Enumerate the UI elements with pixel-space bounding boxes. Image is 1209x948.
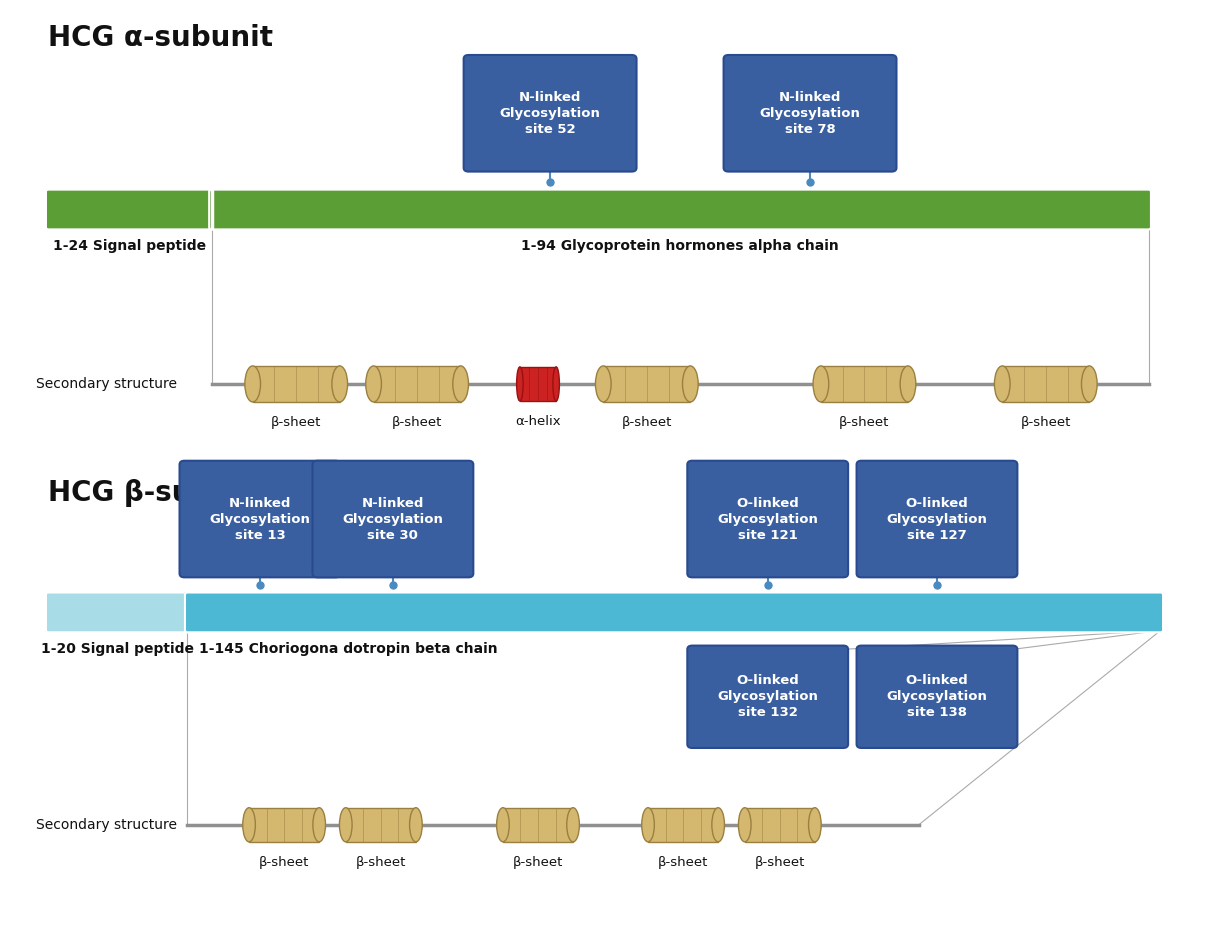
Text: β-sheet: β-sheet bbox=[754, 856, 805, 869]
Text: Secondary structure: Secondary structure bbox=[36, 377, 178, 391]
Ellipse shape bbox=[901, 366, 915, 402]
Text: O-linked
Glycosylation
site 121: O-linked Glycosylation site 121 bbox=[717, 497, 818, 541]
Ellipse shape bbox=[739, 808, 751, 842]
Ellipse shape bbox=[683, 366, 698, 402]
Text: N-linked
Glycosylation
site 13: N-linked Glycosylation site 13 bbox=[209, 497, 311, 541]
Text: β-sheet: β-sheet bbox=[839, 416, 890, 429]
Bar bbox=[648, 808, 718, 842]
Text: 1-94 Glycoprotein hormones alpha chain: 1-94 Glycoprotein hormones alpha chain bbox=[521, 239, 839, 253]
Text: HCG β-subunit: HCG β-subunit bbox=[48, 479, 274, 507]
Ellipse shape bbox=[1082, 366, 1097, 402]
Text: α-helix: α-helix bbox=[515, 415, 561, 428]
Bar bbox=[1002, 366, 1089, 402]
Ellipse shape bbox=[245, 366, 260, 402]
Ellipse shape bbox=[332, 366, 347, 402]
Ellipse shape bbox=[366, 366, 381, 402]
Ellipse shape bbox=[516, 367, 523, 401]
Ellipse shape bbox=[642, 808, 654, 842]
Ellipse shape bbox=[809, 808, 821, 842]
Text: β-sheet: β-sheet bbox=[513, 856, 563, 869]
FancyBboxPatch shape bbox=[185, 592, 1163, 632]
Ellipse shape bbox=[553, 367, 560, 401]
Text: N-linked
Glycosylation
site 52: N-linked Glycosylation site 52 bbox=[499, 91, 601, 136]
Bar bbox=[821, 366, 908, 402]
Bar bbox=[249, 808, 319, 842]
Text: β-sheet: β-sheet bbox=[271, 416, 322, 429]
Text: β-sheet: β-sheet bbox=[259, 856, 310, 869]
Bar bbox=[745, 808, 815, 842]
FancyBboxPatch shape bbox=[856, 461, 1018, 577]
Ellipse shape bbox=[995, 366, 1010, 402]
FancyBboxPatch shape bbox=[46, 190, 214, 229]
FancyBboxPatch shape bbox=[687, 461, 849, 577]
FancyBboxPatch shape bbox=[179, 461, 341, 577]
Ellipse shape bbox=[567, 808, 579, 842]
Ellipse shape bbox=[453, 366, 468, 402]
Text: O-linked
Glycosylation
site 127: O-linked Glycosylation site 127 bbox=[886, 497, 988, 541]
Bar bbox=[520, 367, 556, 401]
Bar bbox=[253, 366, 340, 402]
Text: β-sheet: β-sheet bbox=[621, 416, 672, 429]
FancyBboxPatch shape bbox=[723, 55, 897, 172]
Text: 1-20 Signal peptide: 1-20 Signal peptide bbox=[41, 642, 195, 656]
Text: N-linked
Glycosylation
site 78: N-linked Glycosylation site 78 bbox=[759, 91, 861, 136]
Text: β-sheet: β-sheet bbox=[658, 856, 708, 869]
FancyBboxPatch shape bbox=[464, 55, 636, 172]
FancyBboxPatch shape bbox=[46, 592, 190, 632]
FancyBboxPatch shape bbox=[209, 190, 1151, 229]
Bar bbox=[503, 808, 573, 842]
Ellipse shape bbox=[814, 366, 828, 402]
FancyBboxPatch shape bbox=[687, 646, 849, 748]
Ellipse shape bbox=[313, 808, 325, 842]
Text: N-linked
Glycosylation
site 30: N-linked Glycosylation site 30 bbox=[342, 497, 444, 541]
Text: O-linked
Glycosylation
site 138: O-linked Glycosylation site 138 bbox=[886, 674, 988, 720]
Ellipse shape bbox=[410, 808, 422, 842]
FancyBboxPatch shape bbox=[856, 646, 1018, 748]
Text: O-linked
Glycosylation
site 132: O-linked Glycosylation site 132 bbox=[717, 674, 818, 720]
Text: β-sheet: β-sheet bbox=[355, 856, 406, 869]
Bar bbox=[603, 366, 690, 402]
Text: Secondary structure: Secondary structure bbox=[36, 818, 178, 831]
Bar bbox=[374, 366, 461, 402]
Text: β-sheet: β-sheet bbox=[1020, 416, 1071, 429]
Ellipse shape bbox=[340, 808, 352, 842]
Ellipse shape bbox=[243, 808, 255, 842]
Text: 1-24 Signal peptide: 1-24 Signal peptide bbox=[53, 239, 207, 253]
Text: HCG α-subunit: HCG α-subunit bbox=[48, 24, 273, 52]
Text: β-sheet: β-sheet bbox=[392, 416, 442, 429]
FancyBboxPatch shape bbox=[312, 461, 474, 577]
Text: 1-145 Choriogona dotropin beta chain: 1-145 Choriogona dotropin beta chain bbox=[199, 642, 498, 656]
Ellipse shape bbox=[596, 366, 611, 402]
Ellipse shape bbox=[712, 808, 724, 842]
Ellipse shape bbox=[497, 808, 509, 842]
Bar bbox=[346, 808, 416, 842]
